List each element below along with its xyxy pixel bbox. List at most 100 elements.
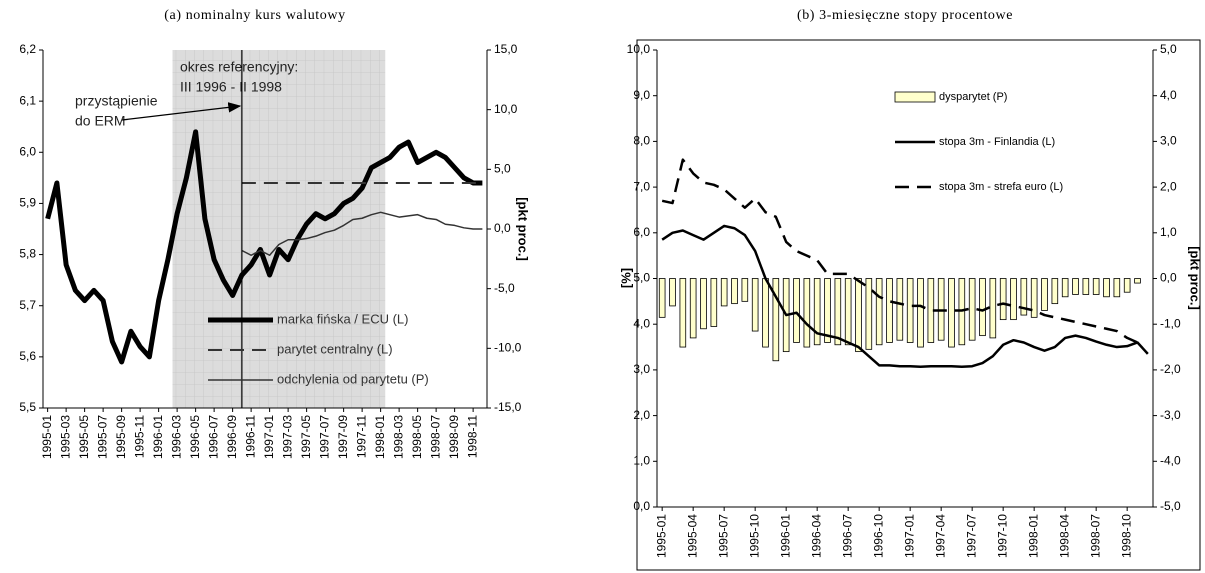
x-tick-label: 1997-03 xyxy=(280,415,294,459)
x-tick-label: 1997-10 xyxy=(995,514,1009,558)
bar xyxy=(886,278,893,343)
x-tick-label: 1996-04 xyxy=(809,514,823,558)
bar xyxy=(824,278,831,343)
x-tick-label: 1996-07 xyxy=(840,514,854,558)
x-tick-label: 1997-07 xyxy=(317,415,331,459)
y2-tick-label: -15,0 xyxy=(494,400,522,414)
bar xyxy=(1103,278,1110,298)
legend-label: parytet centralny (L) xyxy=(277,341,393,356)
y2-axis-label: [pkt proc.] xyxy=(1188,246,1203,310)
y2-tick-label: 1,0 xyxy=(1160,225,1177,239)
x-tick-label: 1996-07 xyxy=(206,415,220,459)
bar xyxy=(762,278,769,348)
bar xyxy=(741,278,749,302)
y2-tick-label: 0,0 xyxy=(1160,271,1177,285)
bar xyxy=(906,278,914,343)
bar xyxy=(793,278,800,343)
bar xyxy=(1061,278,1069,298)
y2-tick-label: 3,0 xyxy=(1160,134,1177,148)
legend-label: stopa 3m - strefa euro (L) xyxy=(939,181,1063,193)
x-tick-label: 1997-01 xyxy=(902,514,916,558)
bar xyxy=(1010,278,1017,321)
annotation-arrow xyxy=(121,102,242,121)
y-tick-label: 0,0 xyxy=(633,499,650,513)
line-series xyxy=(661,158,1139,344)
bar xyxy=(689,278,697,339)
bar xyxy=(1082,278,1090,295)
bar xyxy=(710,278,718,327)
bar xyxy=(917,278,924,348)
legend-label: dysparytet (P) xyxy=(939,91,1007,103)
x-tick-label: 1995-05 xyxy=(77,415,91,459)
bar xyxy=(1134,278,1141,284)
y2-tick-label: 0,0 xyxy=(494,221,511,235)
y-tick-label: 6,2 xyxy=(19,42,36,56)
bar xyxy=(875,278,883,346)
y2-tick-label: 2,0 xyxy=(1160,179,1177,193)
chart-title: (b) 3-miesięczne stopy procentowe xyxy=(797,8,1013,23)
x-tick-label: 1995-10 xyxy=(747,514,761,558)
x-tick-label: 1995-04 xyxy=(685,514,699,558)
bar xyxy=(731,278,738,305)
y-tick-label: 5,9 xyxy=(19,196,36,210)
chart-title: (a) nominalny kurs walutowy xyxy=(164,8,345,23)
bar xyxy=(979,278,986,337)
x-tick-label: 1996-03 xyxy=(169,415,183,459)
y2-tick-label: -2,0 xyxy=(1160,362,1181,376)
bar xyxy=(844,278,852,346)
bar xyxy=(700,278,707,330)
x-tick-label: 1998-01 xyxy=(1026,514,1040,558)
y2-tick-label: -5,0 xyxy=(494,281,515,295)
y2-tick-label: 4,0 xyxy=(1160,88,1177,102)
bar xyxy=(1092,278,1100,295)
y-tick-label: 6,1 xyxy=(19,93,36,107)
y-tick-label: 7,0 xyxy=(633,179,650,193)
bar xyxy=(679,278,687,348)
bar xyxy=(855,278,862,353)
y-tick-label: 1,0 xyxy=(633,453,650,467)
bar xyxy=(1072,278,1079,295)
bar xyxy=(834,278,842,346)
x-tick-label: 1997-05 xyxy=(299,415,313,459)
y-tick-label: 2,0 xyxy=(633,408,650,422)
y-tick-label: 4,0 xyxy=(633,316,650,330)
x-tick-label: 1998-09 xyxy=(447,415,461,459)
line-series xyxy=(45,129,483,365)
x-tick-label: 1998-07 xyxy=(1088,514,1102,558)
x-tick-label: 1996-10 xyxy=(871,514,885,558)
x-tick-label: 1998-04 xyxy=(1057,514,1071,558)
y2-tick-label: -10,0 xyxy=(494,341,522,355)
panel-frame xyxy=(636,39,1201,571)
bar xyxy=(948,278,955,348)
y2-tick-label: -3,0 xyxy=(1160,408,1181,422)
y2-tick-label: 15,0 xyxy=(494,42,518,56)
y-tick-label: 5,7 xyxy=(19,298,36,312)
bar xyxy=(865,278,873,350)
line-series xyxy=(241,211,483,256)
bar xyxy=(1030,278,1038,318)
bar xyxy=(669,278,676,307)
bar xyxy=(1051,278,1059,305)
y2-tick-label: -4,0 xyxy=(1160,453,1181,467)
bar xyxy=(989,278,997,339)
y2-tick-label: -1,0 xyxy=(1160,316,1181,330)
y-tick-label: 6,0 xyxy=(19,144,36,158)
y-tick-label: 5,6 xyxy=(19,349,36,363)
bar xyxy=(1123,278,1131,293)
bar xyxy=(1113,278,1121,298)
x-tick-label: 1996-05 xyxy=(188,415,202,459)
legend-swatch xyxy=(894,91,936,103)
x-tick-label: 1995-03 xyxy=(58,415,72,459)
x-tick-label: 1996-11 xyxy=(243,415,257,458)
x-tick-label: 1998-03 xyxy=(391,415,405,459)
x-tick-label: 1997-04 xyxy=(933,514,947,558)
x-tick-label: 1998-11 xyxy=(465,415,479,458)
bar xyxy=(772,278,780,362)
x-tick-label: 1995-07 xyxy=(95,415,109,459)
x-tick-label: 1997-01 xyxy=(262,415,276,459)
x-tick-label: 1998-05 xyxy=(410,415,424,459)
x-tick-label: 1995-01 xyxy=(40,415,54,459)
bar xyxy=(968,278,976,341)
y-tick-label: 9,0 xyxy=(633,88,650,102)
